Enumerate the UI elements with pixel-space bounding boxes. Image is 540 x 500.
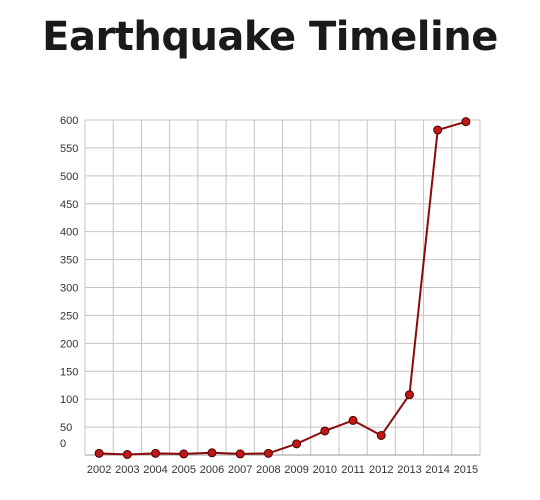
x-tick-label: 2003 <box>115 464 139 476</box>
x-tick-label: 2005 <box>172 464 196 476</box>
y-tick-label: 200 <box>60 338 78 350</box>
y-tick-label: 0 <box>60 438 66 450</box>
series-line <box>99 120 467 456</box>
x-tick-label: 2008 <box>256 464 280 476</box>
data-point <box>151 448 161 458</box>
x-tick-label: 2009 <box>284 464 308 476</box>
y-tick-label: 550 <box>60 143 78 155</box>
x-tick-labels: 2002 2003 2004 2005 2006 2007 2008 2009 2010 2011… <box>87 464 478 476</box>
grid-lines <box>84 119 481 455</box>
data-point <box>263 448 273 458</box>
x-tick-label: 2004 <box>143 464 167 476</box>
y-tick-label: 150 <box>60 366 78 378</box>
y-tick-label: 100 <box>60 394 78 406</box>
data-point <box>122 449 132 459</box>
series-line-group <box>99 120 467 456</box>
data-point <box>94 448 104 458</box>
chart-title: Earthquake Timeline <box>42 14 498 60</box>
y-tick-label: 50 <box>60 422 72 434</box>
y-tick-label: 250 <box>60 310 78 322</box>
data-point <box>235 449 245 459</box>
data-point <box>461 117 471 127</box>
data-point <box>433 125 443 135</box>
x-tick-label: 2014 <box>425 464 449 476</box>
x-tick-label: 2012 <box>369 464 393 476</box>
y-tick-label: 600 <box>60 115 78 127</box>
data-point <box>376 430 386 440</box>
data-point <box>348 415 358 425</box>
data-point <box>292 439 302 449</box>
y-tick-label: 500 <box>60 171 78 183</box>
x-tick-label: 2010 <box>313 464 337 476</box>
y-tick-label: 350 <box>60 255 78 267</box>
x-tick-label: 2006 <box>200 464 224 476</box>
x-tick-label: 2002 <box>87 464 111 476</box>
data-point <box>320 426 330 436</box>
data-point <box>179 449 189 459</box>
x-tick-label: 2011 <box>341 464 365 476</box>
y-tick-label: 400 <box>60 227 78 239</box>
data-points <box>94 117 471 459</box>
y-tick-label: 300 <box>60 283 78 295</box>
y-tick-label: 450 <box>60 199 78 211</box>
x-tick-label: 2015 <box>454 464 478 476</box>
data-point <box>404 390 414 400</box>
x-tick-label: 2007 <box>228 464 252 476</box>
x-tick-label: 2013 <box>397 464 421 476</box>
data-point <box>207 448 217 458</box>
y-tick-labels: 0 50 100 150 200 250 300 350 400 450 500 550 600 <box>60 115 78 450</box>
